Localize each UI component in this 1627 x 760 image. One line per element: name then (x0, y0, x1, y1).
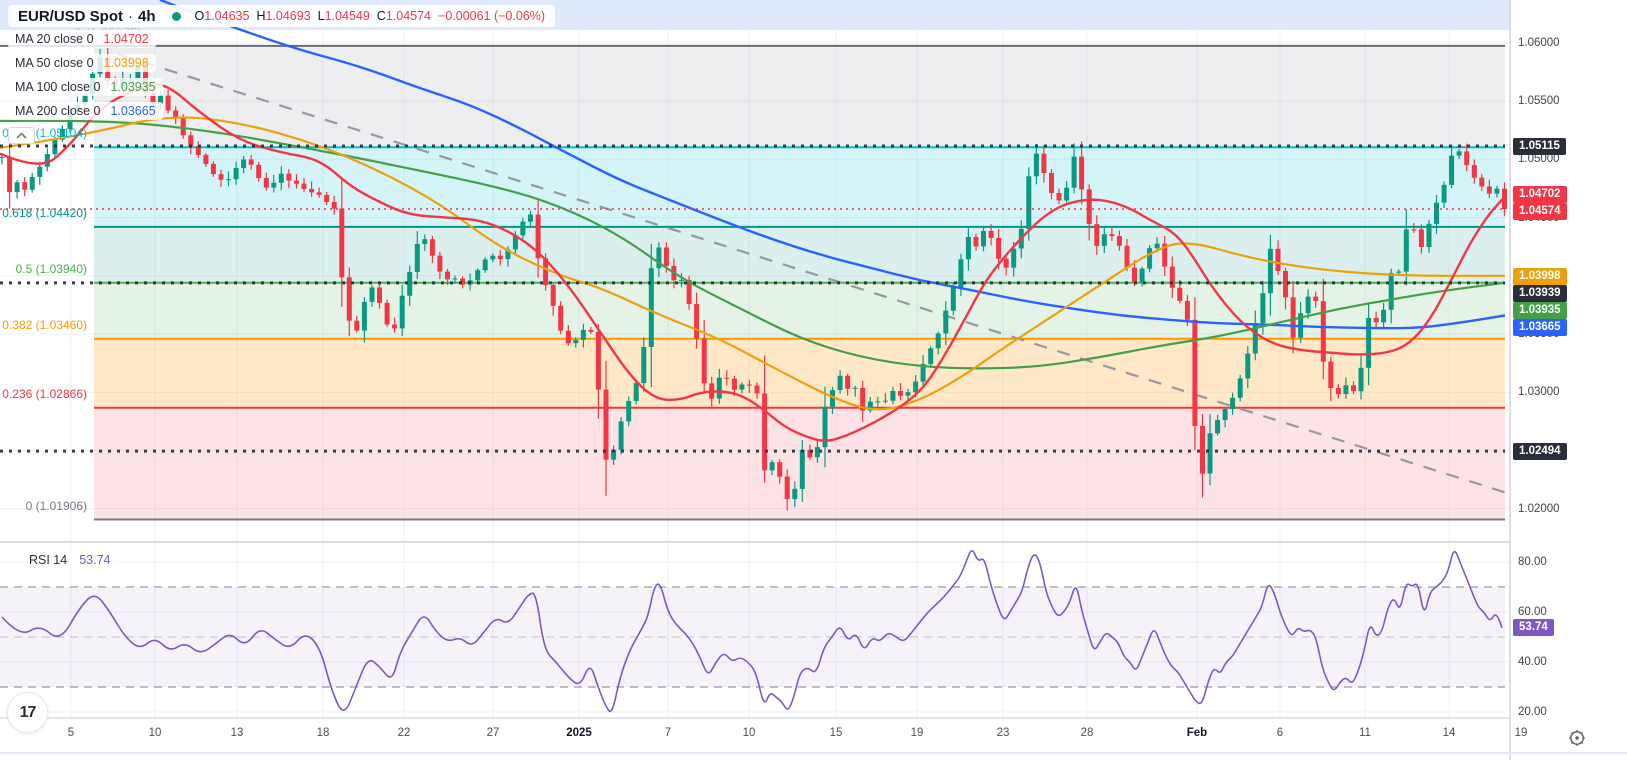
time-label: 10 (148, 727, 162, 739)
ma-legend-row[interactable]: MA 20 close 0 1.04702 (8, 30, 156, 48)
rsi-axis-label: 20.00 (1518, 706, 1547, 718)
ohlc-item: H1.04693 (256, 9, 311, 23)
change-value: −0.00061 (−0.06%) (438, 9, 546, 23)
price-axis-label: 1.06000 (1518, 37, 1560, 49)
price-badge: 1.02494 (1513, 442, 1567, 460)
fib-label-0.5: 0.5 (1.03940) (15, 261, 87, 276)
price-badge: 1.03665 (1513, 318, 1567, 336)
price-axis[interactable]: 1.060001.055001.050001.045001.035001.030… (1510, 0, 1627, 760)
fib-label-0.382: 0.382 (1.03460) (2, 317, 87, 332)
ohlc-item: O1.04635 (194, 9, 250, 23)
interval-separator: · (128, 7, 133, 25)
time-label: 15 (829, 727, 843, 739)
price-axis-label: 1.05500 (1518, 95, 1560, 108)
ma-legend-row[interactable]: MA 100 close 0 1.03935 (8, 78, 163, 96)
price-axis-label: 1.05000 (1518, 153, 1560, 166)
fib-label-0.236: 0.236 (1.02866) (2, 386, 87, 401)
rsi-axis-label: 80.00 (1518, 556, 1547, 568)
rsi-period-label: RSI 14 (29, 553, 68, 567)
rsi-value: 53.74 (79, 553, 111, 567)
ohlc-item: C1.04574 (376, 9, 432, 23)
ohlc-values: O1.04635 H1.04693 L1.04549 C1.04574 −0.00061… (195, 9, 546, 23)
rsi-axis-label: 40.00 (1518, 656, 1547, 668)
ma50-line (0, 116, 1505, 411)
settings-gear-icon[interactable] (1566, 727, 1588, 749)
ohlc-item: L1.04549 (317, 9, 370, 23)
price-axis-label: 1.03000 (1518, 386, 1560, 399)
symbol-legend[interactable]: EUR/USD Spot · 4h O1.04635 H1.04693 L1.045… (8, 5, 556, 27)
time-label: 18 (316, 727, 330, 739)
fib-label-0: 0 (1.01906) (25, 498, 87, 513)
time-axis[interactable]: 5 10 13 18 22 27 2025 7 10 15 19 23 28 Feb 6 11 14 19 (0, 718, 1627, 760)
rsi-axis-label: 60.00 (1518, 606, 1547, 618)
ma-legend-row[interactable]: MA 200 close 0 1.03665 (8, 102, 163, 120)
time-label: 19 (1514, 727, 1528, 739)
time-label: 11 (1359, 727, 1371, 739)
time-label: 14 (1442, 727, 1456, 739)
price-badge: 1.04574 (1513, 202, 1567, 220)
time-label: 6 (1276, 727, 1284, 739)
market-status-dot-icon (171, 11, 181, 21)
tradingview-logo[interactable]: 17 (7, 692, 48, 733)
tradingview-logo-glyph: 17 (19, 703, 37, 721)
rsi-legend[interactable]: RSI 14 53.74 (24, 552, 116, 568)
time-label: 22 (397, 727, 411, 739)
time-label: 19 (910, 727, 924, 739)
time-label: 2025 (566, 727, 592, 739)
time-label: 23 (996, 727, 1010, 739)
price-badge: 1.03998 (1513, 267, 1567, 285)
time-label: 10 (742, 727, 756, 739)
price-badge: 1.04702 (1513, 185, 1567, 203)
ma20-line (0, 83, 1506, 442)
fib-label-0.618: 0.618 (1.04420) (2, 205, 87, 220)
time-label: 5 (67, 727, 75, 739)
fib-retracement-zones (94, 45, 1505, 520)
price-badge: 1.03935 (1513, 301, 1567, 319)
time-label: Feb (1186, 727, 1208, 739)
collapse-legend-button[interactable] (8, 127, 35, 144)
time-label: 13 (230, 727, 244, 739)
price-axis-label: 1.02000 (1518, 502, 1560, 515)
price-badge: 1.03939 (1513, 284, 1567, 302)
ma-legend-row[interactable]: MA 50 close 0 1.03998 (8, 54, 156, 72)
ma200-line (159, 0, 1506, 330)
rsi-line (1, 549, 1503, 713)
symbol-title[interactable]: EUR/USD Spot (18, 7, 123, 25)
time-label: 7 (664, 727, 672, 739)
price-badge: 1.05115 (1513, 137, 1566, 155)
interval-label[interactable]: 4h (138, 7, 156, 25)
time-label: 27 (486, 727, 500, 739)
rsi-badge: 53.74 (1513, 619, 1554, 637)
ma-legend: MA 20 close 0 1.04702 MA 50 close 0 1.03998… (8, 30, 163, 126)
chevron-up-icon (16, 132, 27, 139)
rsi-pane (0, 549, 1505, 713)
time-label: 28 (1080, 727, 1094, 739)
trend-line (118, 53, 1513, 496)
